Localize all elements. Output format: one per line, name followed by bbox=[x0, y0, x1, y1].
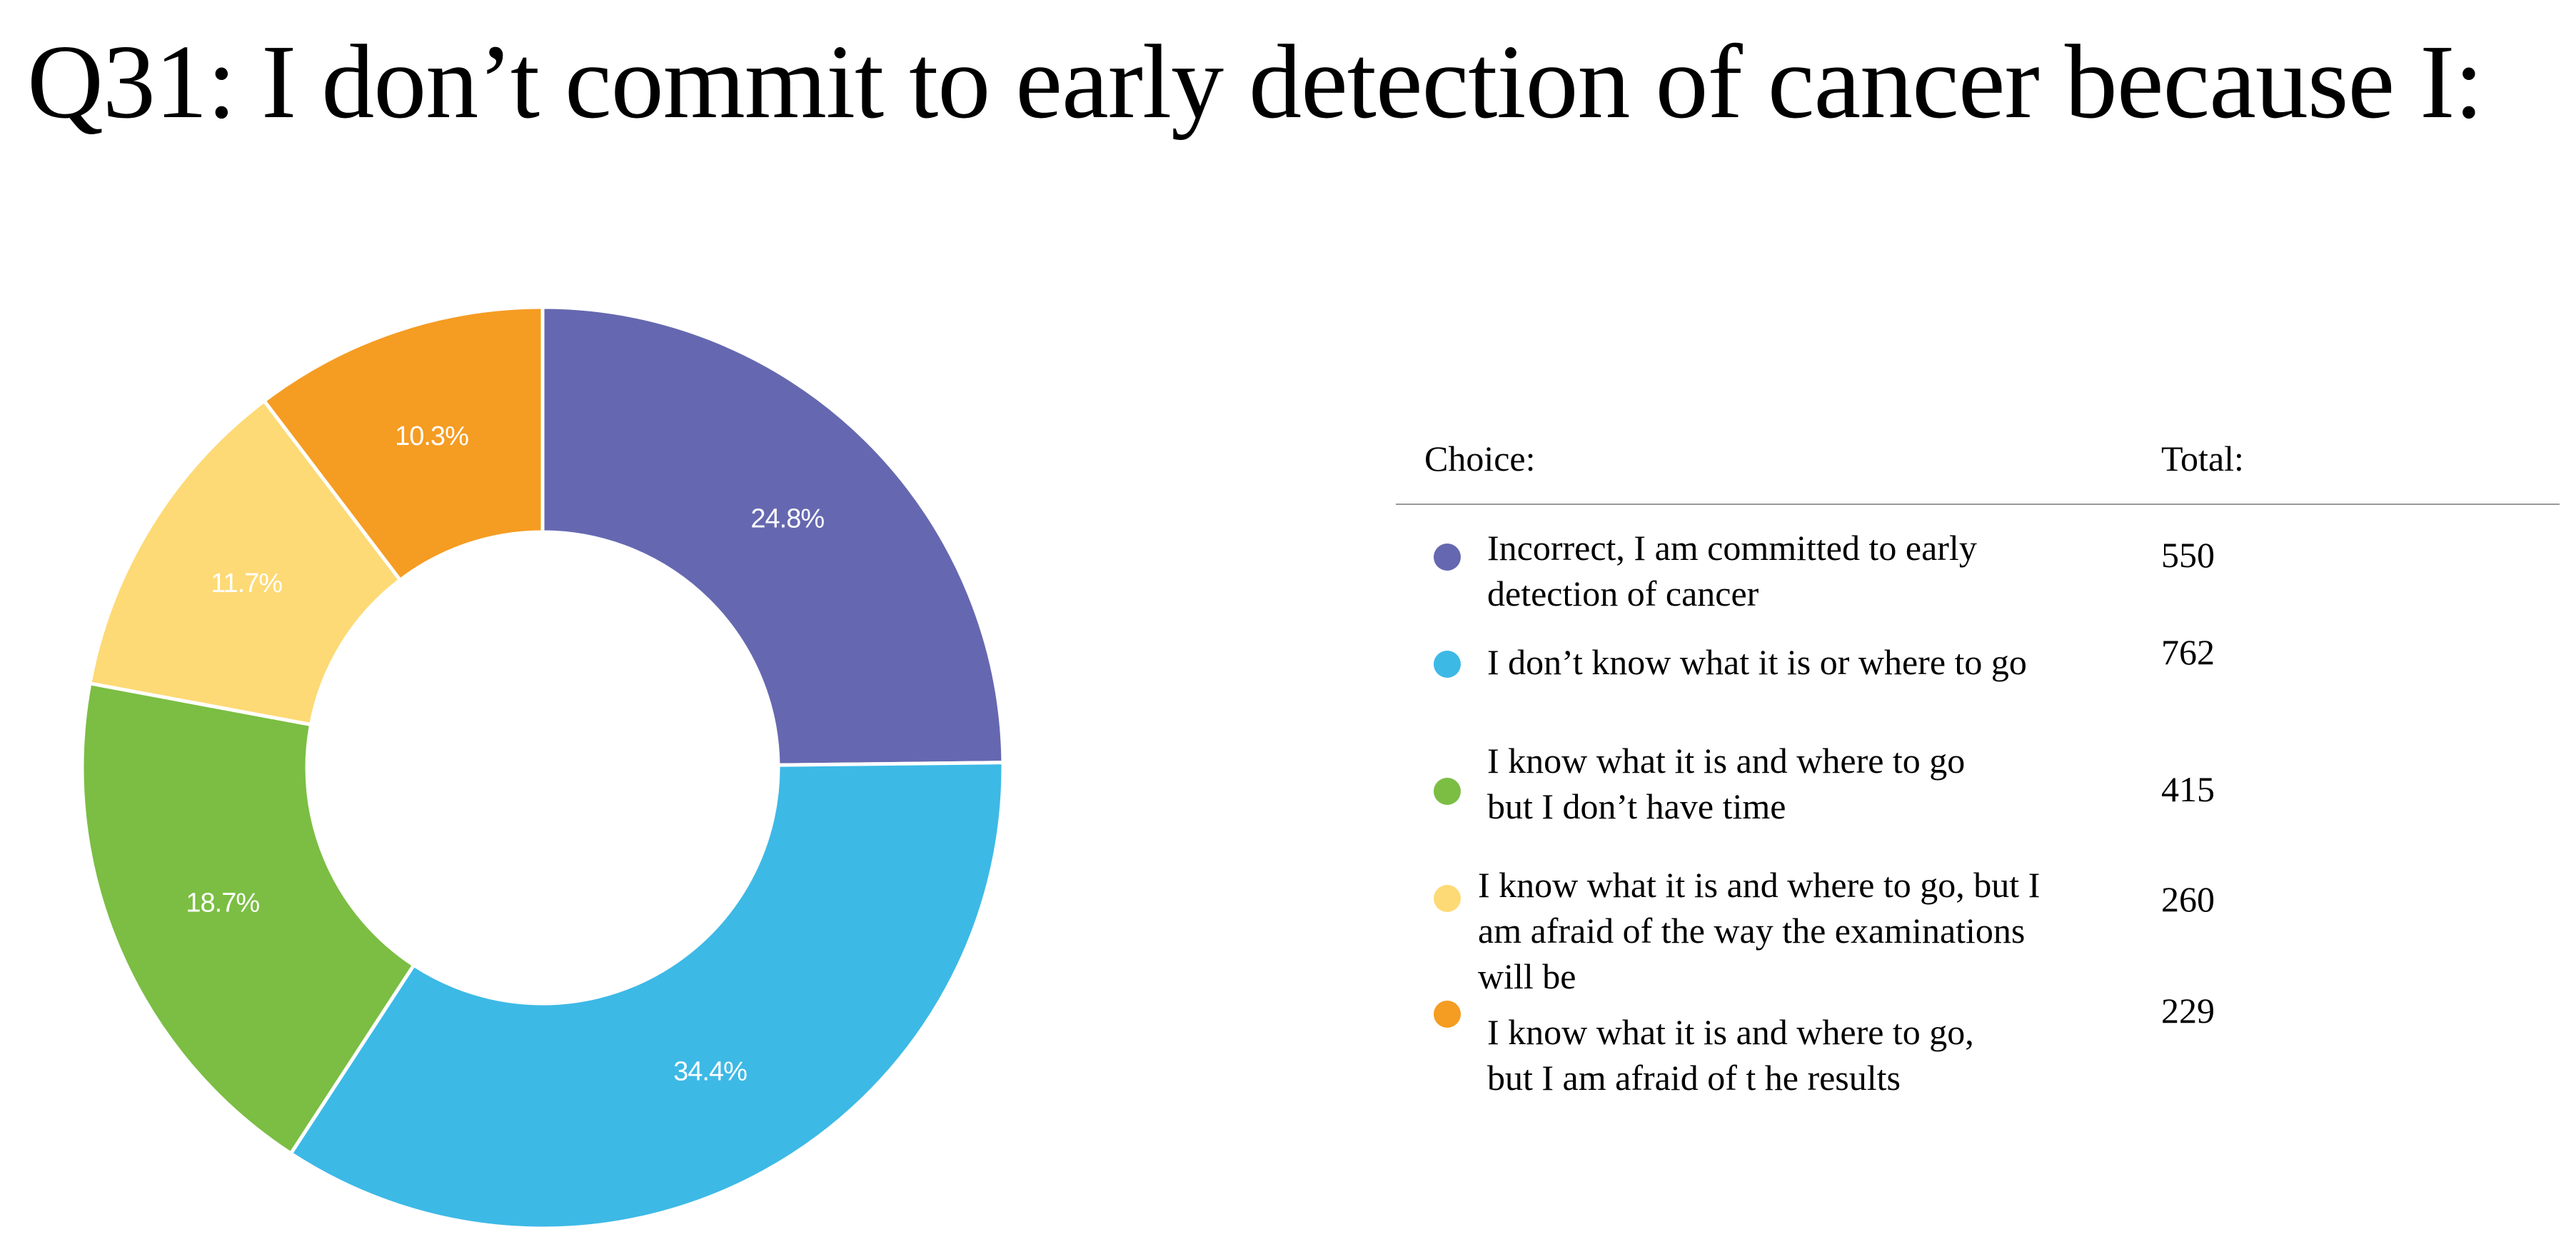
legend-label-line: I know what it is and where to go, but I bbox=[1478, 865, 2041, 905]
legend-total-afraid-results: 229 bbox=[2161, 991, 2215, 1031]
legend-label-line: Incorrect, I am committed to early bbox=[1487, 528, 1977, 568]
legend-label-line: I know what it is and where to go, bbox=[1487, 1012, 1974, 1052]
donut-slice-committed bbox=[540, 305, 1005, 767]
legend-label-dont-know: I don’t know what it is or where to go bbox=[1487, 639, 2027, 685]
legend-dot-afraid-exams bbox=[1434, 885, 1461, 912]
legend-header-choice: Choice: bbox=[1424, 439, 1536, 479]
legend-label-line: I don’t know what it is or where to go bbox=[1487, 642, 2027, 682]
legend-label-line: I know what it is and where to go bbox=[1487, 741, 1966, 781]
legend-label-afraid-results: I know what it is and where to go, but I… bbox=[1487, 1009, 1974, 1101]
donut-slice-no-time bbox=[80, 681, 417, 1156]
donut-chart: 24.8% 34.4% 18.7% 11.7% 10.3% bbox=[80, 305, 1005, 1231]
legend-label-line: detection of cancer bbox=[1487, 574, 1759, 614]
donut-slice-afraid-exams bbox=[88, 398, 403, 727]
legend-total-no-time: 415 bbox=[2161, 769, 2215, 809]
legend-label-line: will be bbox=[1478, 956, 1576, 996]
legend-label-no-time: I know what it is and where to go but I … bbox=[1487, 738, 1965, 829]
slice-label-no-time: 18.7% bbox=[186, 888, 259, 918]
legend-dot-no-time bbox=[1434, 778, 1461, 805]
chart-title: Q31: I don’t commit to early detection o… bbox=[27, 24, 2484, 141]
donut-slices bbox=[80, 305, 1005, 1231]
slice-label-afraid-exams: 11.7% bbox=[211, 569, 282, 599]
legend-total-afraid-exams: 260 bbox=[2161, 879, 2215, 919]
legend-label-afraid-exams: I know what it is and where to go, but I… bbox=[1478, 862, 2040, 999]
legend-header: Choice: Total: bbox=[1396, 425, 2560, 505]
legend-dot-afraid-results bbox=[1434, 1001, 1461, 1028]
legend-label-line: but I am afraid of t he results bbox=[1487, 1058, 1901, 1098]
legend-header-total: Total: bbox=[2161, 439, 2244, 479]
slice-label-afraid-results: 10.3% bbox=[395, 421, 468, 451]
donut-slice-labels: 24.8% 34.4% 18.7% 11.7% 10.3% bbox=[186, 421, 825, 1086]
slice-label-dont-know: 34.4% bbox=[673, 1056, 747, 1086]
donut-slice-dont-know bbox=[288, 761, 1005, 1231]
donut-slice-afraid-results bbox=[261, 305, 545, 583]
legend-label-line: but I don’t have time bbox=[1487, 786, 1786, 826]
legend-label-line: am afraid of the way the examinations bbox=[1478, 911, 2026, 951]
legend-dot-committed bbox=[1434, 544, 1461, 571]
legend-label-committed: Incorrect, I am committed to early detec… bbox=[1487, 525, 1977, 616]
legend-total-dont-know: 762 bbox=[2161, 632, 2215, 672]
slice-label-committed: 24.8% bbox=[750, 504, 824, 534]
legend-total-committed: 550 bbox=[2161, 535, 2215, 575]
legend-dot-dont-know bbox=[1434, 651, 1461, 678]
legend-table: Choice: Total: Incorrect, I am committed… bbox=[1396, 425, 2560, 1098]
